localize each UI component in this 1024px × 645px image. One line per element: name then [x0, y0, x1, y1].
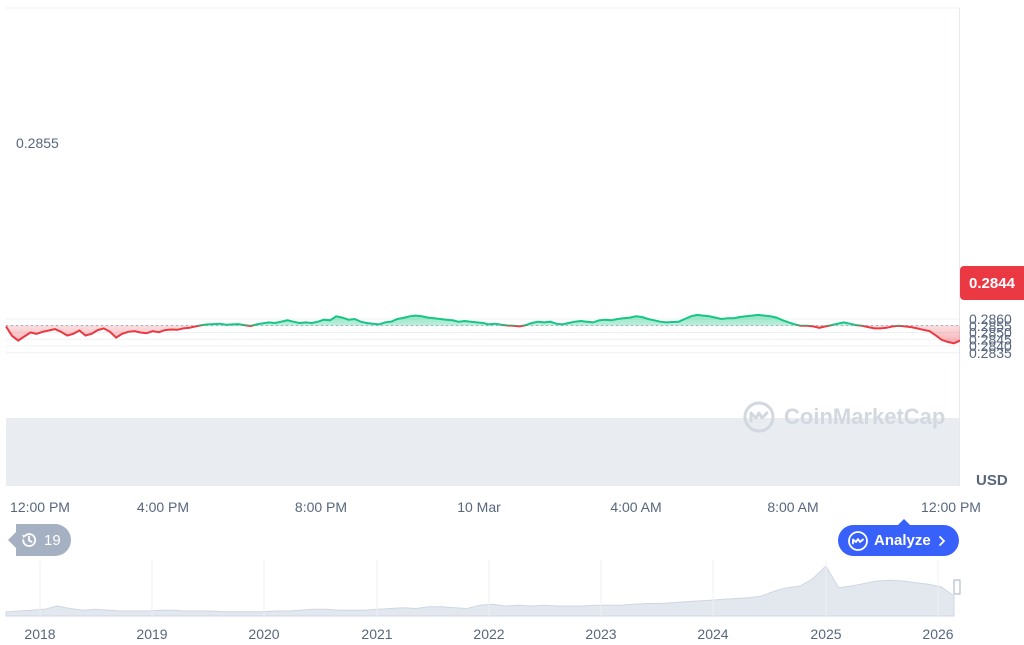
analyze-icon: [848, 530, 868, 551]
plot-right-border: [959, 8, 960, 486]
volume-band: [6, 418, 960, 486]
history-icon: [20, 531, 38, 549]
x-tick-label: 12:00 PM: [921, 499, 981, 515]
current-price-badge: 0.2844: [960, 266, 1024, 300]
price-line-up: [195, 313, 906, 326]
y-tick-label: 0.2860: [969, 311, 1012, 327]
y-tick-label: 0.2845: [969, 331, 1012, 347]
coinmarketcap-logo-icon: [742, 400, 776, 434]
navigator-year-label: 2020: [248, 626, 279, 642]
history-button[interactable]: 19: [8, 524, 71, 556]
navigator-year-label: 2022: [473, 626, 504, 642]
navigator-year-label: 2021: [361, 626, 392, 642]
unit-label: USD: [976, 472, 1008, 489]
navigator-year-label: 2019: [136, 626, 167, 642]
y-tick-label: 0.2835: [969, 345, 1012, 361]
area-below-reference: [6, 325, 960, 344]
analyze-label: Analyze: [874, 532, 931, 549]
y-tick-label: 0.2855: [969, 318, 1012, 334]
navigator-chart[interactable]: 2018 2019 2020 2021 2022 2023 2024 2025 2026: [5, 560, 961, 642]
reference-price-label: 0.2855: [8, 132, 67, 154]
area-above-reference: [6, 314, 960, 326]
navigator-year-label: 2025: [810, 626, 841, 642]
watermark-text: CoinMarketCap: [784, 404, 946, 429]
x-tick-label: 4:00 AM: [610, 499, 661, 515]
x-tick-label: 4:00 PM: [137, 499, 189, 515]
navigator-year-label: 2024: [697, 626, 728, 642]
x-axis: 12:00 PM 4:00 PM 8:00 PM 10 Mar 4:00 AM 8:00 …: [10, 499, 981, 515]
navigator-year-label: 2023: [585, 626, 616, 642]
navigator-year-label: 2018: [24, 626, 55, 642]
navigator-year-label: 2026: [922, 626, 953, 642]
navigator-gridlines: [39, 560, 939, 616]
history-count: 19: [44, 531, 61, 549]
y-tick-label: 0.2840: [969, 338, 1012, 354]
price-line-down: [5, 325, 960, 345]
x-tick-label: 12:00 PM: [10, 499, 70, 515]
x-tick-label: 8:00 AM: [767, 499, 818, 515]
chart-gridlines: [6, 7, 960, 354]
x-tick-label: 10 Mar: [457, 499, 501, 515]
x-tick-label: 8:00 PM: [295, 499, 347, 515]
navigator-handle[interactable]: [953, 579, 961, 595]
chevron-right-icon: [937, 535, 947, 547]
navigator-axis: 2018 2019 2020 2021 2022 2023 2024 2025 2026: [24, 626, 953, 642]
coinmarketcap-watermark: CoinMarketCap: [742, 400, 945, 434]
navigator-area: [5, 565, 955, 617]
y-tick-label: 0.2850: [969, 325, 1012, 341]
analyze-button[interactable]: Analyze: [838, 519, 959, 556]
